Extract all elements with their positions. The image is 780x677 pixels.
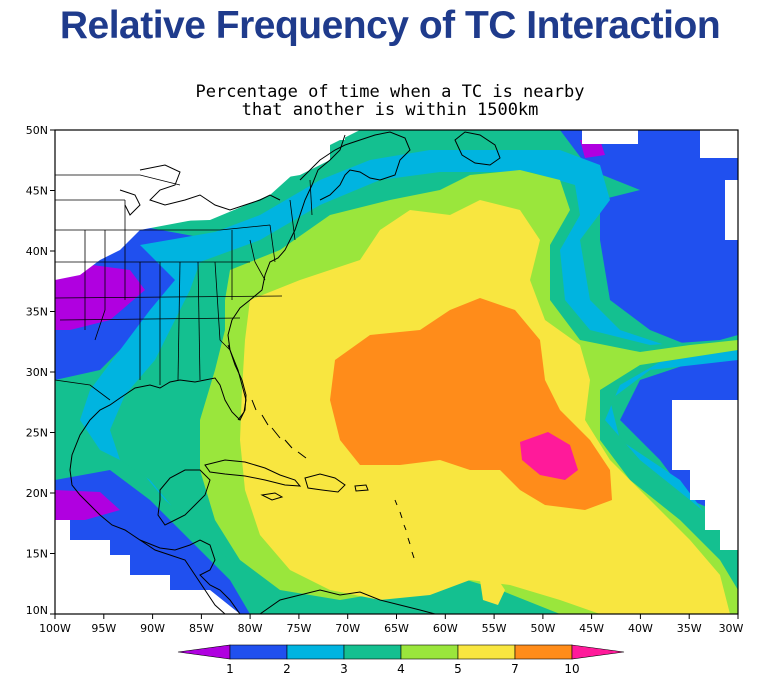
lat-tick-10N: 10N — [26, 604, 55, 617]
central-america-coastline — [139, 539, 226, 614]
contour-band-gt10 — [520, 432, 578, 480]
lon-label: 80W — [238, 622, 263, 635]
map-subtitle-line-2: that another is within 1500km — [241, 100, 539, 120]
lat-tick-20N: 20N — [26, 487, 55, 500]
lat-label: 45N — [26, 185, 48, 198]
yucatan-coastline — [157, 469, 211, 526]
lat-label: 50N — [26, 124, 48, 137]
lat-label: 15N — [26, 548, 48, 561]
lon-tick-50W: 50W — [530, 614, 555, 635]
lon-label: 40W — [628, 622, 653, 635]
canada-coastline — [299, 131, 411, 201]
lat-label: 40N — [26, 245, 48, 258]
colorbar: 1 2 3 4 5 7 10 — [177, 644, 625, 676]
lon-label: 55W — [482, 622, 507, 635]
florida-coastline — [227, 344, 247, 421]
lon-label: 95W — [91, 622, 116, 635]
south-america-coastline — [259, 589, 436, 614]
lat-tick-15N: 15N — [26, 548, 55, 561]
lon-label: 75W — [286, 622, 311, 635]
longitude-axis: 100W 95W 90W 85W 80W 75W 70W 65W 60W 55W… — [39, 614, 744, 635]
lon-tick-80W: 80W — [238, 614, 263, 635]
colorbar-label: 5 — [454, 662, 462, 676]
lon-label: 45W — [579, 622, 604, 635]
lat-label: 25N — [26, 427, 48, 440]
lon-label: 70W — [335, 622, 360, 635]
lat-tick-40N: 40N — [26, 245, 55, 258]
lat-label: 10N — [26, 604, 48, 617]
contour-band-5-7-south-bump — [480, 575, 505, 605]
colorbar-swatch-3-4 — [343, 644, 402, 660]
lon-tick-85W: 85W — [189, 614, 214, 635]
colorbar-swatch-gt10 — [571, 644, 625, 660]
missing-data-e-block — [700, 130, 738, 158]
missing-data-ne-block — [582, 130, 638, 144]
colorbar-swatch-5-7 — [457, 644, 516, 660]
lat-tick-30N: 30N — [26, 366, 55, 379]
lon-label: 60W — [433, 622, 458, 635]
lon-label: 65W — [384, 622, 409, 635]
lon-label: 85W — [189, 622, 214, 635]
lon-tick-35W: 35W — [677, 614, 702, 635]
missing-data-nw-corner — [55, 130, 345, 280]
contour-band-lt1-ne — [580, 140, 605, 158]
colorbar-swatch-2-3 — [286, 644, 345, 660]
slide-title: Relative Frequency of TC Interaction — [59, 4, 721, 47]
colorbar-label: 2 — [283, 662, 291, 676]
hispaniola-coastline — [304, 473, 346, 493]
lat-tick-45N: 45N — [26, 185, 55, 198]
lon-label: 100W — [39, 622, 71, 635]
lesser-antilles — [394, 499, 415, 559]
map-subtitle-line-1: Percentage of time when a TC is nearby — [195, 82, 585, 102]
colorbar-swatch-4-5 — [400, 644, 459, 660]
filled-contours — [55, 130, 738, 614]
puerto-rico-coastline — [354, 484, 369, 492]
missing-data-sw-corner — [55, 520, 240, 614]
lon-tick-55W: 55W — [482, 614, 507, 635]
lat-tick-35N: 35N — [26, 306, 55, 319]
colorbar-label: 7 — [511, 662, 519, 676]
lon-label: 50W — [530, 622, 555, 635]
lon-tick-70W: 70W — [335, 614, 360, 635]
lon-tick-30W: 30W — [719, 614, 744, 635]
lon-label: 30W — [719, 622, 744, 635]
latitude-axis: 50N 45N 40N 35N 30N 25N 20N 15N — [26, 124, 55, 617]
lat-tick-50N: 50N — [26, 124, 55, 137]
colorbar-label: 3 — [340, 662, 348, 676]
colorbar-swatch-1-2 — [229, 644, 288, 660]
lon-tick-40W: 40W — [628, 614, 653, 635]
great-lakes — [119, 164, 281, 216]
lon-tick-75W: 75W — [286, 614, 311, 635]
lon-tick-100W: 100W — [39, 614, 71, 635]
lat-label: 20N — [26, 487, 48, 500]
political-borders — [55, 174, 313, 401]
colorbar-label: 10 — [564, 662, 579, 676]
lon-tick-60W: 60W — [433, 614, 458, 635]
missing-data-e-mid-block — [725, 180, 738, 240]
bahamas — [251, 399, 307, 459]
lat-tick-25N: 25N — [26, 427, 55, 440]
lon-tick-95W: 95W — [91, 614, 116, 635]
lat-label: 35N — [26, 306, 48, 319]
contour-band-lt1-sw — [55, 490, 120, 520]
colorbar-swatch-lt1 — [177, 644, 231, 660]
newfoundland-coastline — [454, 131, 501, 166]
lat-label: 30N — [26, 366, 48, 379]
contour-band-lt1-west — [55, 260, 145, 330]
cuba-coastline — [204, 459, 302, 487]
jamaica-coastline — [260, 492, 284, 501]
us-coastline — [69, 134, 346, 614]
colorbar-label: 4 — [397, 662, 405, 676]
contour-band-1-2-northeast — [560, 130, 738, 360]
colorbar-swatch-7-10 — [514, 644, 573, 660]
colorbar-label: 1 — [226, 662, 234, 676]
lon-tick-65W: 65W — [384, 614, 409, 635]
coastlines — [69, 131, 501, 614]
lon-tick-90W: 90W — [140, 614, 165, 635]
missing-data-east-notch — [672, 400, 738, 550]
lon-label: 90W — [140, 622, 165, 635]
lon-tick-45W: 45W — [579, 614, 604, 635]
lon-label: 35W — [677, 622, 702, 635]
